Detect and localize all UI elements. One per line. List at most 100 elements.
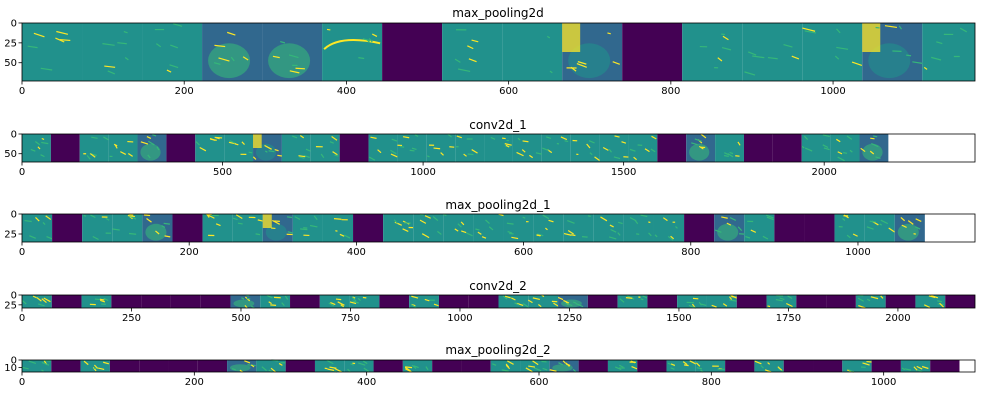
feature-edge-stroke [454, 58, 461, 63]
feature-edge-stroke [402, 136, 410, 139]
feature-edge-stroke [688, 304, 696, 309]
feature-channel-dead [684, 214, 715, 242]
x-tick-label: 400 [347, 247, 366, 258]
feature-edge-stroke [363, 367, 370, 372]
feature-edge-stroke [147, 154, 151, 159]
feature-channel [383, 214, 414, 242]
feature-edge-stroke [589, 152, 593, 156]
feature-edge-stroke [779, 297, 785, 301]
feature-channel-dead [578, 360, 608, 372]
feature-edge-stroke [931, 56, 942, 61]
feature-edge-stroke [241, 297, 245, 300]
feature-channel [426, 134, 456, 162]
feature-edge-stroke [327, 368, 335, 371]
feature-edge-stroke [362, 360, 368, 365]
feature-channel-dead [379, 295, 410, 308]
feature-edge-stroke [532, 360, 539, 366]
feature-channel-dead [930, 360, 960, 372]
x-tick-label: 500 [213, 167, 232, 178]
feature-edge-stroke [41, 141, 49, 145]
feature-edge-stroke [557, 296, 564, 301]
feature-edge-stroke [802, 27, 816, 32]
feature-edge-stroke [456, 135, 462, 139]
feature-edge-stroke [511, 236, 519, 240]
feature-edge-stroke [602, 146, 609, 151]
feature-edge-stroke [600, 216, 608, 222]
feature-edge-stroke [34, 141, 41, 146]
feature-edge-stroke [737, 226, 743, 232]
feature-edge-stroke [30, 148, 36, 152]
feature-edge-stroke [485, 219, 490, 225]
feature-channel [202, 214, 233, 242]
feature-edge-stroke [857, 297, 864, 302]
feature-edge-stroke [858, 304, 866, 309]
feature-edge-stroke [492, 363, 497, 366]
feature-edge-stroke [570, 234, 576, 237]
feature-channel [628, 134, 658, 162]
feature-edge-stroke [546, 35, 551, 39]
feature-channel-dead [438, 295, 469, 308]
feature-edge-stroke [542, 367, 548, 371]
feature-edge-stroke [726, 222, 732, 226]
feature-edge-stroke [460, 221, 465, 226]
feature-edge-stroke [563, 299, 570, 304]
x-tick-label: 400 [337, 86, 356, 97]
feature-channel [490, 360, 521, 372]
feature-edge-stroke [724, 154, 729, 157]
feature-edge-stroke [207, 214, 215, 219]
feature-edge-stroke [411, 295, 419, 299]
feature-edge-stroke [516, 302, 524, 307]
feature-edge-stroke [670, 363, 676, 367]
feature-edge-stroke [783, 43, 793, 48]
feature-edge-stroke [368, 156, 376, 161]
x-tick-label: 750 [341, 313, 360, 324]
feature-edge-stroke [447, 133, 452, 138]
feature-edge-stroke [330, 302, 336, 306]
feature-edge-stroke [410, 304, 417, 309]
feature-edge-stroke [41, 137, 45, 140]
feature-edge-stroke [477, 231, 482, 235]
feature-edge-stroke [42, 222, 46, 225]
feature-channel-dead [172, 214, 203, 242]
feature-edge-stroke [339, 233, 345, 237]
feature-channel [502, 23, 563, 81]
feature-edge-stroke [107, 70, 116, 75]
feature-edge-stroke [505, 144, 510, 148]
feature-edge-stroke [471, 149, 478, 154]
feature-edge-stroke [729, 299, 737, 302]
feature-channel-dead [813, 360, 843, 372]
feature-channel-dead [587, 295, 618, 308]
feature-edge-stroke [33, 32, 45, 38]
feature-edge-stroke [872, 135, 878, 138]
feature-edge-stroke [432, 216, 439, 221]
feature-edge-stroke [89, 153, 96, 158]
feature-channel [368, 134, 398, 162]
feature-edge-stroke [836, 46, 849, 50]
feature-edge-stroke [651, 135, 657, 140]
feature-edge-stroke [930, 294, 939, 299]
feature-edge-stroke [721, 47, 732, 51]
feature-edge-stroke [490, 136, 496, 140]
feature-edge-stroke [683, 364, 689, 367]
feature-edge-stroke [433, 303, 439, 307]
feature-edge-stroke [787, 295, 793, 300]
feature-edge-stroke [228, 141, 236, 145]
feature-channels [22, 213, 925, 242]
x-tick-label: 1000 [410, 167, 435, 178]
x-tick-label: 2000 [811, 167, 836, 178]
feature-edge-stroke [640, 214, 648, 218]
feature-edge-stroke [766, 216, 774, 221]
feature-edge-stroke [775, 298, 783, 302]
feature-edge-stroke [229, 140, 236, 144]
feature-edge-stroke [362, 38, 371, 42]
feature-channel-dead [373, 360, 403, 372]
feature-edge-stroke [24, 219, 32, 223]
feature-channel-dead [885, 295, 916, 308]
feature-edge-stroke [268, 301, 272, 305]
feature-channel [443, 214, 474, 242]
feature-channel-dead [637, 360, 667, 372]
feature-edge-stroke [123, 30, 128, 34]
y-tick-label: 50 [4, 58, 17, 69]
